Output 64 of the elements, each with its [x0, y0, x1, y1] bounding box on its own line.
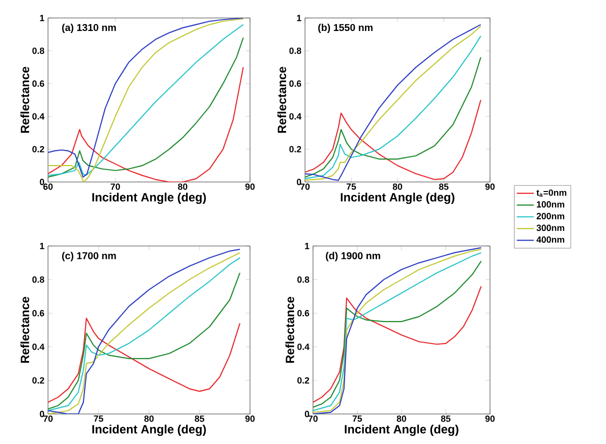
x-axis-title: Incident Angle (deg) [340, 192, 454, 204]
x-tick-label: 80 [178, 184, 188, 190]
text: (b) 1550 nm [318, 24, 373, 34]
x-tick-label: 80 [396, 416, 406, 422]
text: (d) 1900 nm [326, 252, 380, 262]
text: (c) 1700 nm [62, 252, 116, 262]
y-tick-label: 0 [304, 410, 310, 418]
x-tick-label: 80 [392, 184, 402, 190]
text: (a) 1310 nm [62, 24, 116, 34]
y-tick-label: 0.6 [289, 80, 302, 87]
x-tick-label: 90 [485, 416, 495, 422]
y-tick-label: 0.2 [32, 146, 44, 152]
y-tick-label: 0.8 [289, 48, 302, 54]
y-tick-label: 0.8 [32, 48, 44, 54]
line-series [48, 66, 244, 182]
y-tick-label: 0.4 [32, 344, 44, 350]
y-tick-label: 0 [40, 178, 44, 186]
y-tick-label: 1 [297, 14, 302, 22]
y-tick-label: 0.2 [32, 377, 44, 384]
legend-label: 300nm [536, 224, 564, 232]
x-axis-title: Incident Angle (deg) [92, 424, 206, 436]
line-series [48, 318, 240, 403]
x-tick-label: 80 [144, 416, 154, 422]
y-axis-title: Reflectance [277, 66, 286, 133]
x-tick-label: 90 [245, 416, 255, 422]
y-tick-label: 1 [305, 242, 310, 250]
y-tick-label: 0.6 [32, 80, 44, 87]
y-axis-title: Reflectance [20, 296, 30, 363]
y-tick-label: 0.4 [289, 113, 302, 120]
legend-label: t$_{a}$=0nm [536, 189, 566, 197]
y-tick-label: 0 [296, 178, 302, 186]
x-tick-label: 70 [308, 416, 318, 422]
y-axis-title: Reflectance [20, 66, 30, 133]
legend-label: 400nm [536, 236, 564, 243]
x-tick-label: 70 [300, 184, 310, 190]
legend-label: 200nm [536, 212, 564, 220]
x-axis-title: Incident Angle (deg) [344, 424, 458, 436]
y-tick-label: 0.6 [32, 310, 44, 316]
y-axis-title: Reflectance [285, 296, 294, 363]
x-tick-label: 60 [43, 184, 53, 190]
x-tick-label: 85 [439, 184, 448, 190]
y-tick-label: 0.2 [289, 146, 302, 152]
y-tick-label: 0.2 [297, 377, 310, 384]
x-tick-label: 75 [352, 416, 362, 422]
y-tick-label: 0.6 [297, 310, 310, 316]
x-tick-label: 90 [485, 184, 495, 190]
legend-label: 100nm [536, 201, 564, 208]
x-tick-label: 70 [110, 184, 120, 190]
x-axis-title: Incident Angle (deg) [92, 192, 206, 204]
x-tick-label: 75 [94, 416, 104, 422]
line-series [305, 99, 482, 180]
y-tick-label: 1 [40, 242, 44, 250]
x-tick-label: 70 [43, 416, 53, 422]
x-tick-label: 90 [245, 184, 255, 190]
x-tick-label: 85 [194, 416, 204, 422]
y-tick-label: 0.8 [297, 276, 310, 283]
y-tick-label: 1 [40, 14, 44, 22]
x-tick-label: 85 [441, 416, 450, 422]
y-tick-label: 0.8 [32, 276, 44, 283]
line-series [305, 56, 482, 178]
y-tick-label: 0.4 [32, 113, 44, 120]
y-tick-label: 0.4 [297, 344, 310, 350]
x-tick-label: 75 [346, 184, 356, 190]
y-tick-label: 0 [40, 410, 44, 418]
